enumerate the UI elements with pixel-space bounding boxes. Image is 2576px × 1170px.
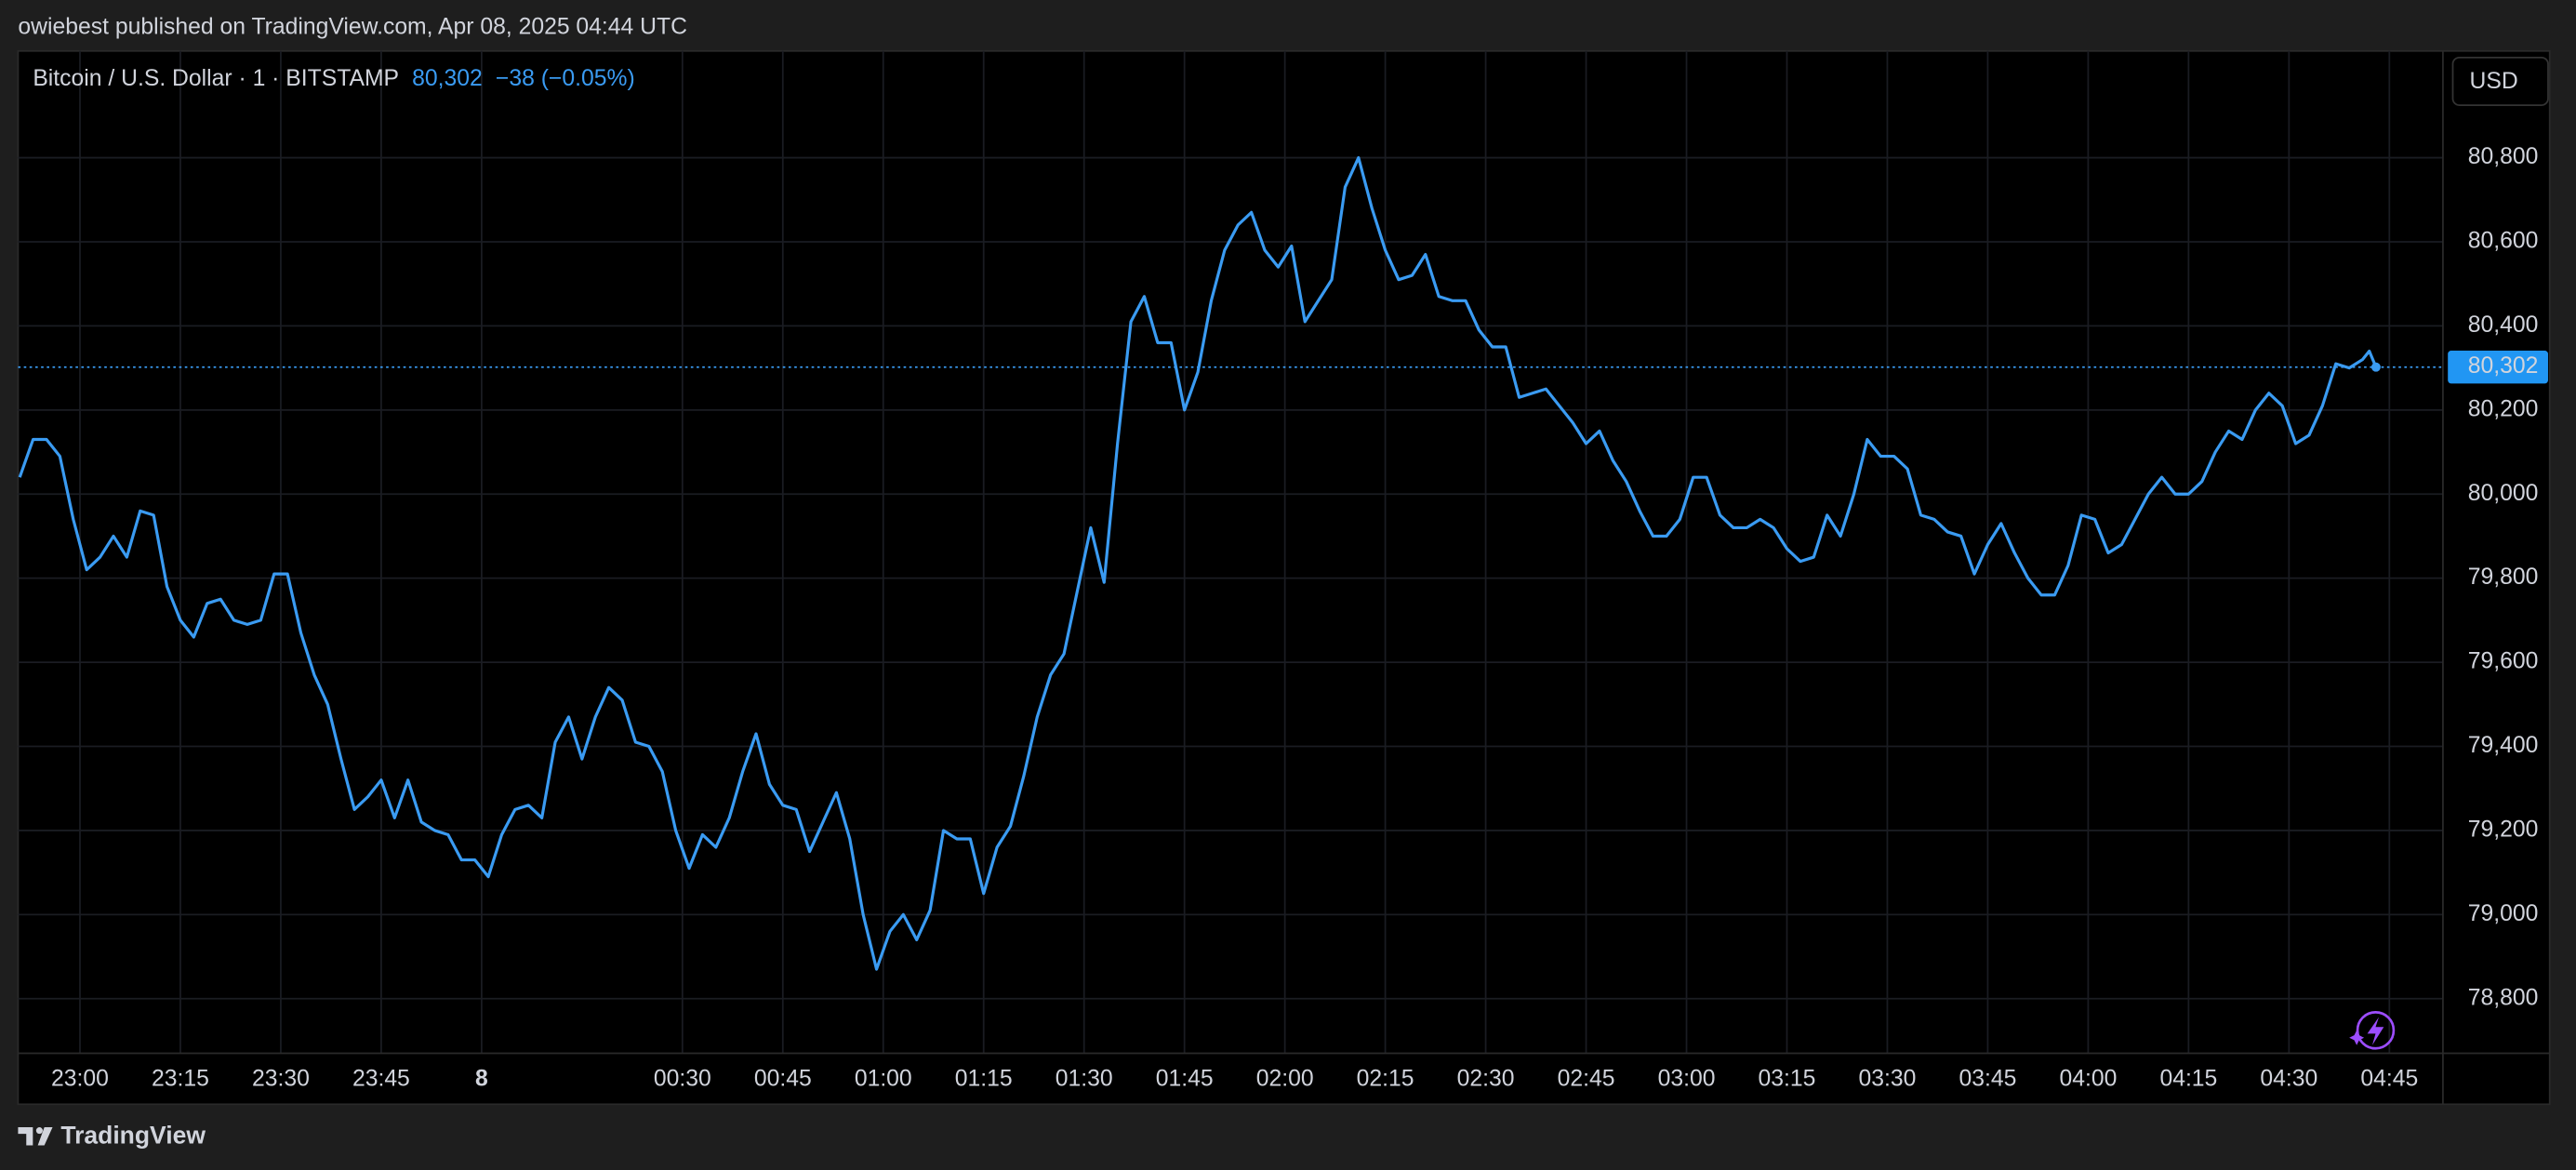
y-tick-label: 80,800 — [2468, 144, 2539, 169]
header: owiebest published on TradingView.com, A… — [18, 15, 687, 40]
x-tick-label: 02:45 — [1558, 1066, 1615, 1091]
x-tick-label: 02:00 — [1256, 1066, 1314, 1091]
y-tick-label: 80,000 — [2468, 481, 2539, 506]
last-price-label: 80,302 — [2468, 353, 2539, 379]
currency-button[interactable] — [2451, 56, 2549, 106]
y-tick-label: 79,200 — [2468, 817, 2539, 842]
legend-change: −38 (−0.05%) — [496, 65, 635, 90]
x-tick-label: 01:45 — [1156, 1066, 1214, 1091]
x-tick-label: 00:30 — [654, 1066, 711, 1091]
y-tick-label: 80,600 — [2468, 229, 2539, 254]
x-tick-label: 01:00 — [855, 1066, 912, 1091]
y-tick-label: 78,800 — [2468, 985, 2539, 1010]
y-tick-label: 79,400 — [2468, 733, 2539, 758]
x-tick-label: 04:30 — [2260, 1066, 2317, 1091]
y-tick-label: 80,200 — [2468, 396, 2539, 421]
x-tick-label: 02:30 — [1457, 1066, 1515, 1091]
badge — [2349, 1011, 2396, 1050]
x-tick-label: 03:30 — [1859, 1066, 1917, 1091]
x-tick-label: 8 — [475, 1066, 488, 1091]
grid — [18, 50, 2443, 1054]
x-tick-label: 23:00 — [51, 1066, 109, 1091]
footer-logo — [18, 1127, 53, 1146]
legend-title: Bitcoin / U.S. Dollar · 1 · BITSTAMP — [33, 65, 399, 90]
x-tick-label: 00:45 — [754, 1066, 812, 1091]
x-tick-label: 04:15 — [2159, 1066, 2217, 1091]
x-tick-label: 01:15 — [955, 1066, 1013, 1091]
x-tick-label: 23:15 — [152, 1066, 209, 1091]
price-line — [18, 155, 2378, 971]
y-tick-label: 79,600 — [2468, 649, 2539, 674]
y-tick-label: 80,400 — [2468, 312, 2539, 338]
legend-price: 80,302 — [412, 65, 483, 90]
currency[interactable]: USD — [2470, 69, 2518, 94]
x-tick-label: 23:30 — [252, 1066, 310, 1091]
x-tick-label: 23:45 — [352, 1066, 410, 1091]
last-price-box — [2448, 351, 2548, 384]
x-tick-label: 03:00 — [1658, 1066, 1716, 1091]
x-tick-label: 01:30 — [1056, 1066, 1113, 1091]
y-tick-label: 79,800 — [2468, 565, 2539, 590]
y-tick-label: 79,000 — [2468, 901, 2539, 926]
footer-brand: TradingView — [60, 1122, 206, 1150]
x-tick-label: 03:45 — [1959, 1066, 2017, 1091]
x-tick-label: 02:15 — [1357, 1066, 1414, 1091]
legend: Bitcoin / U.S. Dollar · 1 · BITSTAMP 80,3… — [33, 65, 634, 90]
x-tick-label: 03:15 — [1759, 1066, 1816, 1091]
x-tick-label: 04:00 — [2059, 1066, 2117, 1091]
x-tick-label: 04:45 — [2360, 1066, 2418, 1091]
